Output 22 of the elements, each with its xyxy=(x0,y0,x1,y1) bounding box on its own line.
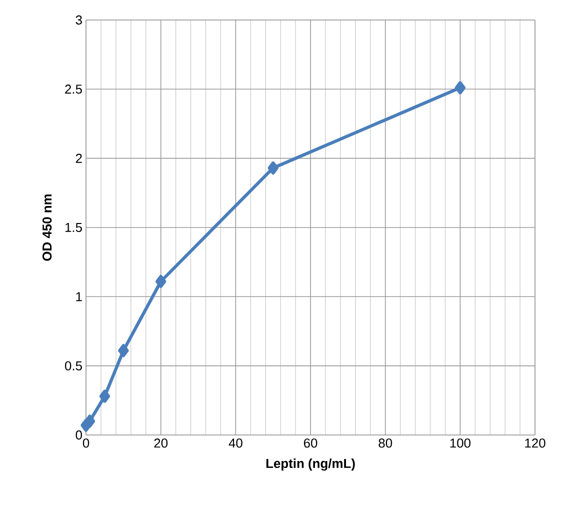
point xyxy=(84,414,96,428)
y-tick-label: 1 xyxy=(76,292,82,302)
y-tick-label: 2 xyxy=(76,154,82,163)
point xyxy=(155,274,166,288)
x-axis-title: Leptin (ng/mL) xyxy=(266,458,355,471)
y-axis-title: OD 450 nm xyxy=(42,194,52,261)
x-tick-label: 100 xyxy=(450,438,470,448)
x-tick-label: 0 xyxy=(82,438,90,448)
y-tick-label: 2.5 xyxy=(65,84,82,94)
y-tick-label: 3 xyxy=(76,15,82,25)
x-tick-label: 40 xyxy=(228,438,242,448)
point xyxy=(99,390,110,403)
point xyxy=(118,344,129,358)
x-tick-label: 20 xyxy=(154,438,168,448)
y-tick-label: 0 xyxy=(76,430,82,440)
x-tick-label: 120 xyxy=(525,438,546,448)
y-tick-label: 0.5 xyxy=(64,361,82,370)
y-tick-label: 1.5 xyxy=(65,222,82,232)
point xyxy=(454,81,466,94)
point xyxy=(268,161,278,175)
x-tick-label: 60 xyxy=(304,438,318,448)
x-tick-label: 80 xyxy=(378,438,392,448)
